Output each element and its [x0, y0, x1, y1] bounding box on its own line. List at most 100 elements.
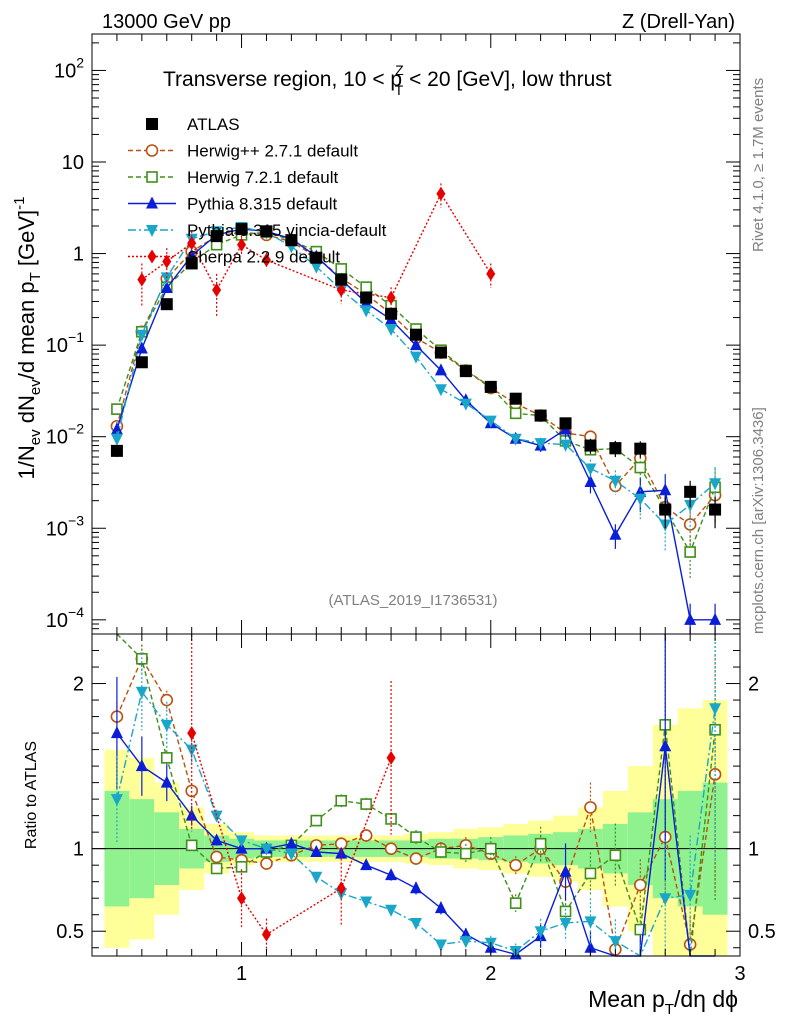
legend-marker	[146, 225, 158, 237]
series-marker	[336, 283, 346, 298]
ratio-marker	[584, 801, 597, 814]
atlas-marker	[160, 298, 173, 311]
ratio-tick-label: 0.5	[56, 921, 84, 943]
series-marker	[110, 422, 123, 435]
ratio-series-sherpa-2-2-9-default	[187, 634, 396, 951]
ratio-marker	[110, 726, 123, 739]
series-marker	[110, 433, 123, 446]
ratio-marker	[435, 846, 447, 858]
series-marker	[659, 483, 672, 496]
series-marker	[634, 461, 647, 474]
y-tick-label: 10−1	[46, 329, 84, 357]
series-line	[141, 192, 492, 299]
legend-entry: Sherpa 2.2.9 default	[128, 248, 340, 267]
ratio-marker	[584, 867, 597, 880]
analysis-watermark: (ATLAS_2019_I1736531)	[328, 592, 497, 609]
ratio-marker	[185, 839, 198, 852]
series-marker	[212, 283, 222, 298]
series-marker	[683, 518, 697, 531]
atlas-marker	[210, 230, 223, 243]
y-tick-label: 102	[54, 54, 84, 82]
series-marker	[584, 463, 597, 476]
chart-title: Transverse region, 10 < pZ T < 20 [GeV], …	[163, 62, 612, 98]
ratio-marker	[310, 814, 323, 827]
y-tick-label: 10−4	[46, 604, 84, 632]
series-marker	[111, 403, 123, 415]
ratio-marker	[384, 842, 398, 855]
x-tick-label: 3	[734, 963, 745, 985]
ratio-marker	[684, 889, 697, 902]
ratio-marker	[460, 847, 472, 860]
series-marker	[261, 253, 271, 268]
ratio-marker	[609, 936, 622, 949]
series-marker	[684, 546, 696, 558]
series-herwig-7-2-1-default	[111, 226, 721, 580]
ratio-marker	[185, 744, 198, 757]
atlas-marker	[410, 328, 422, 341]
ratio-marker	[335, 794, 348, 807]
ratio-marker	[210, 862, 223, 875]
atlas-marker	[659, 503, 672, 516]
ratio-tick-label: 1	[73, 839, 84, 861]
atlas-marker	[185, 257, 198, 270]
series-marker	[709, 612, 722, 625]
ratio-marker	[534, 926, 547, 939]
atlas-marker	[335, 273, 348, 286]
legend-label: ATLAS	[187, 115, 240, 134]
ratio-marker	[135, 759, 148, 772]
ratio-marker	[285, 836, 298, 849]
legend-marker	[146, 171, 158, 183]
ratio-marker	[534, 837, 547, 850]
ratio-marker	[634, 923, 647, 936]
ratio-marker	[385, 868, 398, 881]
series-marker	[135, 329, 148, 342]
series-sherpa-2-2-9-default	[137, 183, 496, 318]
ratio-marker	[185, 808, 198, 821]
atlas-marker	[584, 439, 597, 452]
ratio-marker	[410, 831, 422, 843]
legend-marker	[147, 249, 157, 264]
ratio-series-pythia-8-315-vincia-default	[110, 634, 722, 959]
ratio-marker	[210, 850, 223, 864]
series-marker	[187, 236, 197, 251]
ratio-marker	[235, 841, 248, 854]
legend-marker	[146, 118, 158, 130]
series-marker	[237, 237, 247, 252]
series-marker	[360, 305, 373, 318]
ratio-marker	[709, 703, 722, 716]
main-panel: 10−4 10−3 10−2 10−1 1 10 102 Transverse region…	[46, 33, 741, 635]
y-tick-label: 10−2	[46, 421, 84, 449]
ratio-tick-label: 2	[748, 674, 759, 696]
atlas-marker	[509, 392, 522, 405]
ratio-marker	[584, 916, 597, 929]
series-line	[116, 231, 716, 554]
y-axis-label: 1/Nev dNev/d mean pT [GeV]-1	[11, 197, 44, 480]
energy-label: 13000 GeV pp	[102, 11, 231, 33]
series-marker	[434, 363, 447, 376]
ratio-marker	[360, 896, 373, 909]
series-herwig-2-7-1-default	[110, 225, 722, 545]
series-marker	[160, 281, 173, 294]
ratio-marker	[559, 917, 572, 930]
ratio-marker	[310, 871, 323, 884]
atlas-marker	[110, 444, 123, 457]
series-marker	[609, 475, 622, 488]
ratio-marker	[434, 901, 447, 914]
ratio-marker	[260, 857, 273, 870]
ratio-marker	[659, 739, 672, 752]
series-marker	[509, 407, 522, 420]
legend-label: Pythia 8.315 vincia-default	[187, 221, 387, 240]
mcplots-label: mcplots.cern.ch [arXiv:1306.3436]	[750, 407, 767, 634]
series-marker	[559, 439, 572, 452]
atlas-marker	[385, 307, 398, 320]
series-marker	[484, 415, 497, 428]
ratio-marker	[459, 936, 472, 949]
ratio-marker	[160, 752, 173, 764]
atlas-marker	[135, 356, 148, 369]
ratio-marker	[409, 852, 423, 865]
atlas-marker	[434, 346, 447, 359]
ratio-marker	[584, 940, 597, 953]
ratio-marker	[110, 794, 123, 807]
series-marker	[584, 475, 597, 488]
